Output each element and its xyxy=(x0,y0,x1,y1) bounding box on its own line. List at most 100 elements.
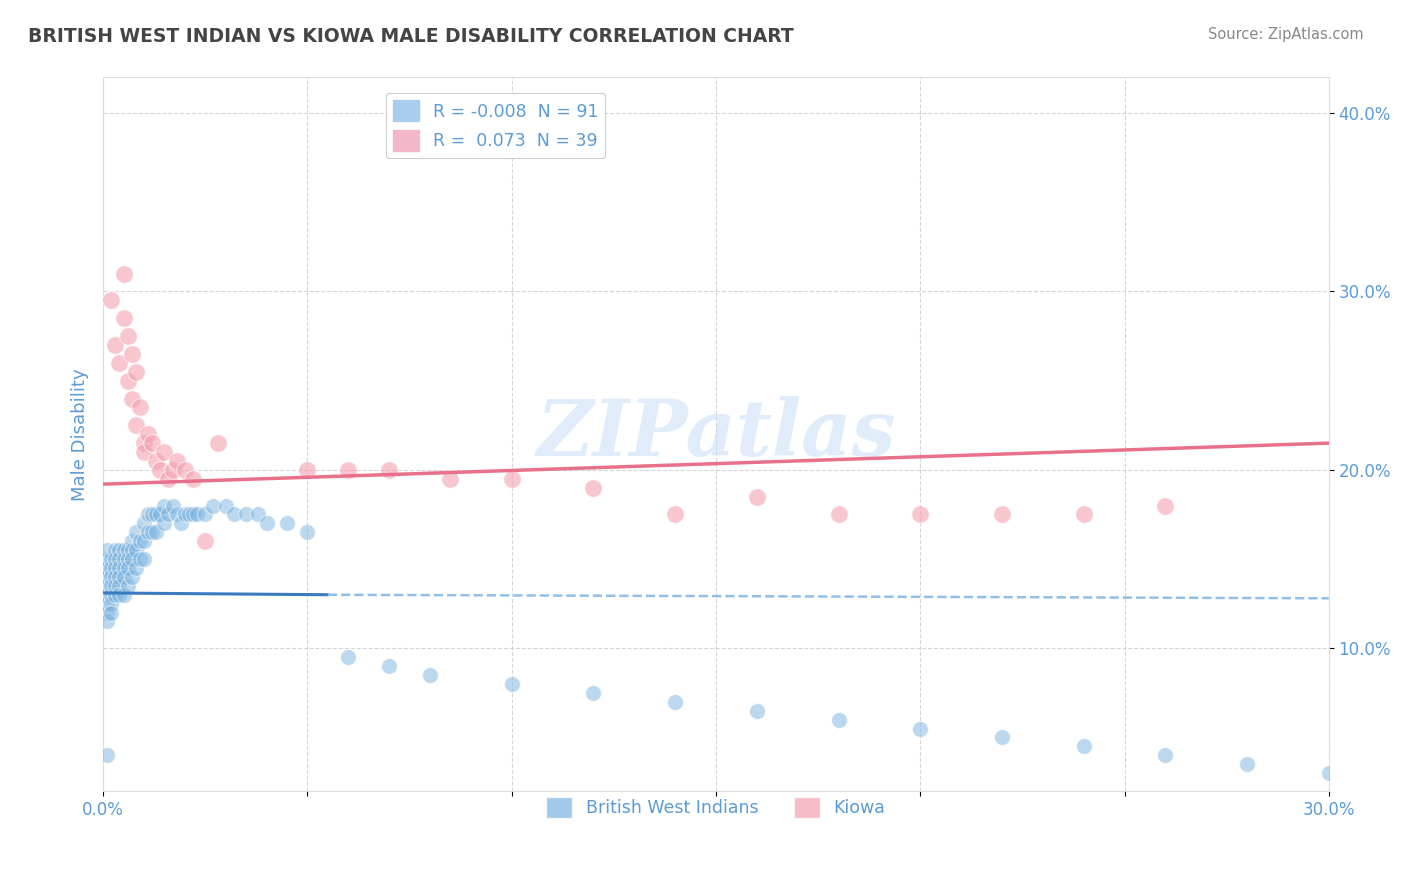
Point xyxy=(108,543,131,558)
Point xyxy=(991,731,1014,745)
Point xyxy=(439,472,461,486)
Point xyxy=(827,713,849,727)
Point xyxy=(132,516,155,531)
Point xyxy=(125,525,148,540)
Point xyxy=(247,508,270,522)
Point xyxy=(100,293,122,308)
Point xyxy=(1317,766,1340,780)
Point xyxy=(108,579,131,593)
Point xyxy=(136,525,159,540)
Point xyxy=(104,579,127,593)
Point xyxy=(141,525,163,540)
Point xyxy=(100,579,122,593)
Point xyxy=(125,365,148,379)
Point xyxy=(125,418,148,433)
Point xyxy=(129,401,152,415)
Point xyxy=(215,499,238,513)
Point xyxy=(173,508,195,522)
Point xyxy=(664,695,686,709)
Point xyxy=(157,508,180,522)
Point xyxy=(186,508,208,522)
Point xyxy=(104,552,127,566)
Point xyxy=(153,516,176,531)
Point xyxy=(1073,739,1095,754)
Point xyxy=(745,490,768,504)
Point xyxy=(96,579,118,593)
Point xyxy=(745,704,768,718)
Point xyxy=(121,347,143,361)
Point xyxy=(991,508,1014,522)
Text: BRITISH WEST INDIAN VS KIOWA MALE DISABILITY CORRELATION CHART: BRITISH WEST INDIAN VS KIOWA MALE DISABI… xyxy=(28,27,794,45)
Point xyxy=(222,508,245,522)
Point xyxy=(132,436,155,450)
Point xyxy=(121,552,143,566)
Point xyxy=(910,508,932,522)
Point xyxy=(141,508,163,522)
Point xyxy=(108,588,131,602)
Point xyxy=(117,579,139,593)
Point xyxy=(664,508,686,522)
Point xyxy=(153,499,176,513)
Point xyxy=(100,570,122,584)
Point xyxy=(297,463,319,477)
Point xyxy=(129,552,152,566)
Point xyxy=(132,534,155,549)
Point xyxy=(166,454,188,468)
Text: Source: ZipAtlas.com: Source: ZipAtlas.com xyxy=(1208,27,1364,42)
Point xyxy=(337,650,360,665)
Point xyxy=(112,267,135,281)
Point xyxy=(145,525,167,540)
Point xyxy=(104,561,127,575)
Point xyxy=(337,463,360,477)
Point xyxy=(170,516,193,531)
Point xyxy=(419,668,441,682)
Point xyxy=(582,481,605,495)
Point xyxy=(202,499,225,513)
Point xyxy=(96,561,118,575)
Point xyxy=(96,543,118,558)
Y-axis label: Male Disability: Male Disability xyxy=(72,368,89,500)
Point xyxy=(104,338,127,352)
Point xyxy=(141,436,163,450)
Point xyxy=(100,597,122,611)
Point xyxy=(149,508,172,522)
Point xyxy=(112,552,135,566)
Point xyxy=(96,606,118,620)
Point xyxy=(256,516,278,531)
Point xyxy=(132,445,155,459)
Point xyxy=(173,463,195,477)
Point xyxy=(181,472,204,486)
Point xyxy=(501,472,523,486)
Point xyxy=(162,499,184,513)
Point xyxy=(112,543,135,558)
Point xyxy=(100,561,122,575)
Point xyxy=(104,570,127,584)
Point xyxy=(129,534,152,549)
Point xyxy=(100,606,122,620)
Point xyxy=(910,722,932,736)
Point xyxy=(117,561,139,575)
Point xyxy=(121,570,143,584)
Point xyxy=(112,588,135,602)
Point xyxy=(96,588,118,602)
Point xyxy=(149,463,172,477)
Point xyxy=(96,615,118,629)
Point xyxy=(117,543,139,558)
Point xyxy=(108,552,131,566)
Point xyxy=(112,311,135,326)
Point xyxy=(100,588,122,602)
Point xyxy=(194,508,217,522)
Point xyxy=(1073,508,1095,522)
Point xyxy=(378,463,401,477)
Point xyxy=(132,552,155,566)
Point xyxy=(1154,748,1177,763)
Point xyxy=(1236,757,1258,772)
Point xyxy=(108,570,131,584)
Text: ZIPatlas: ZIPatlas xyxy=(536,396,896,473)
Point xyxy=(112,570,135,584)
Point xyxy=(297,525,319,540)
Point xyxy=(276,516,298,531)
Point xyxy=(108,356,131,370)
Point xyxy=(501,677,523,691)
Point xyxy=(207,436,229,450)
